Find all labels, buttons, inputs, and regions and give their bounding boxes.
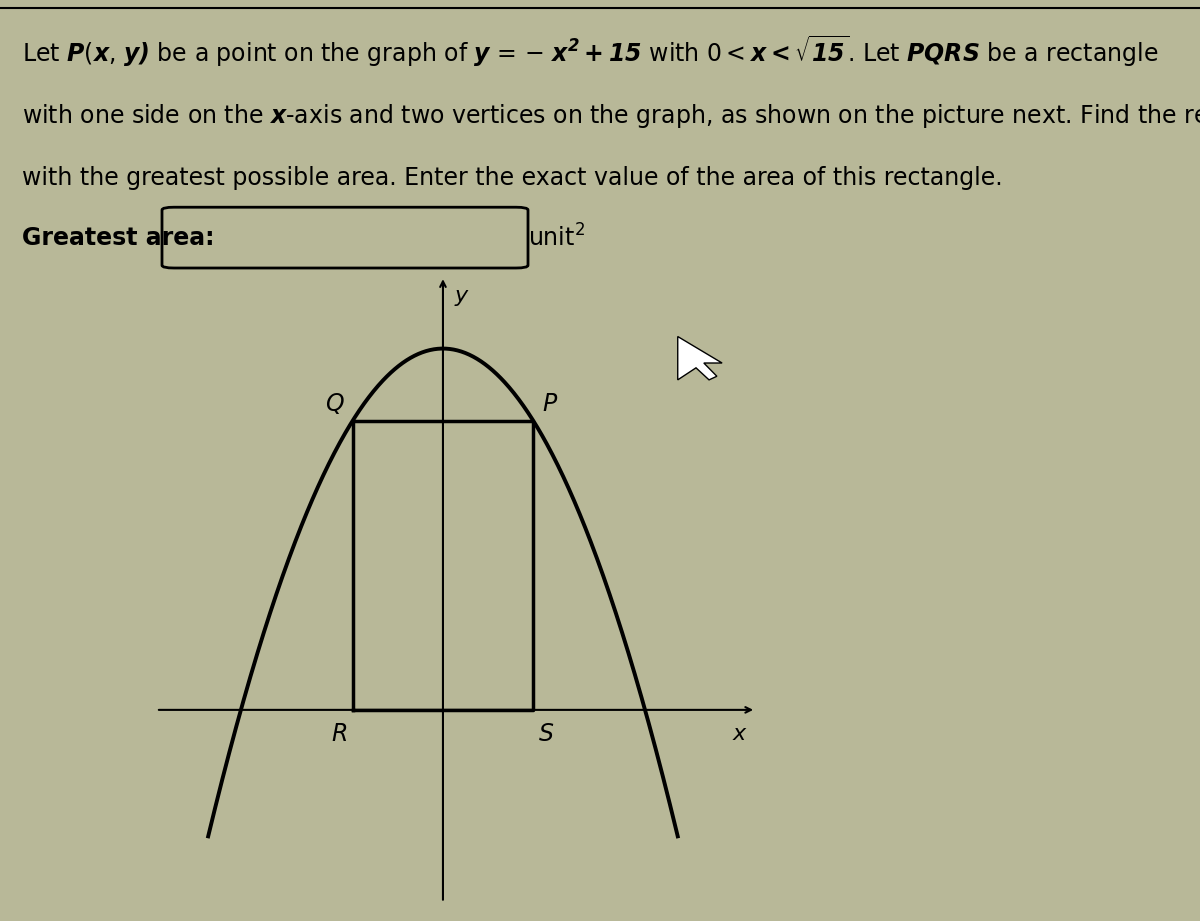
Text: R: R (331, 722, 348, 746)
FancyBboxPatch shape (162, 207, 528, 268)
Text: with the greatest possible area. Enter the exact value of the area of this recta: with the greatest possible area. Enter t… (22, 166, 1002, 190)
Text: P: P (542, 392, 557, 416)
Text: Greatest area:: Greatest area: (22, 226, 214, 250)
Text: S: S (539, 722, 553, 746)
Text: unit$^2$: unit$^2$ (528, 224, 584, 251)
Polygon shape (678, 336, 722, 379)
Text: Q: Q (325, 392, 343, 416)
Text: $y$: $y$ (455, 288, 470, 309)
Text: with one side on the $\bfit{x}$-axis and two vertices on the graph, as shown on : with one side on the $\bfit{x}$-axis and… (22, 102, 1200, 130)
Text: Let $\bfit{P}$$(\bfit{x}$, $\bfit{y})$ be a point on the graph of $\bfit{y}$ = $: Let $\bfit{P}$$(\bfit{x}$, $\bfit{y})$ b… (22, 33, 1158, 68)
Text: $x$: $x$ (732, 724, 748, 744)
